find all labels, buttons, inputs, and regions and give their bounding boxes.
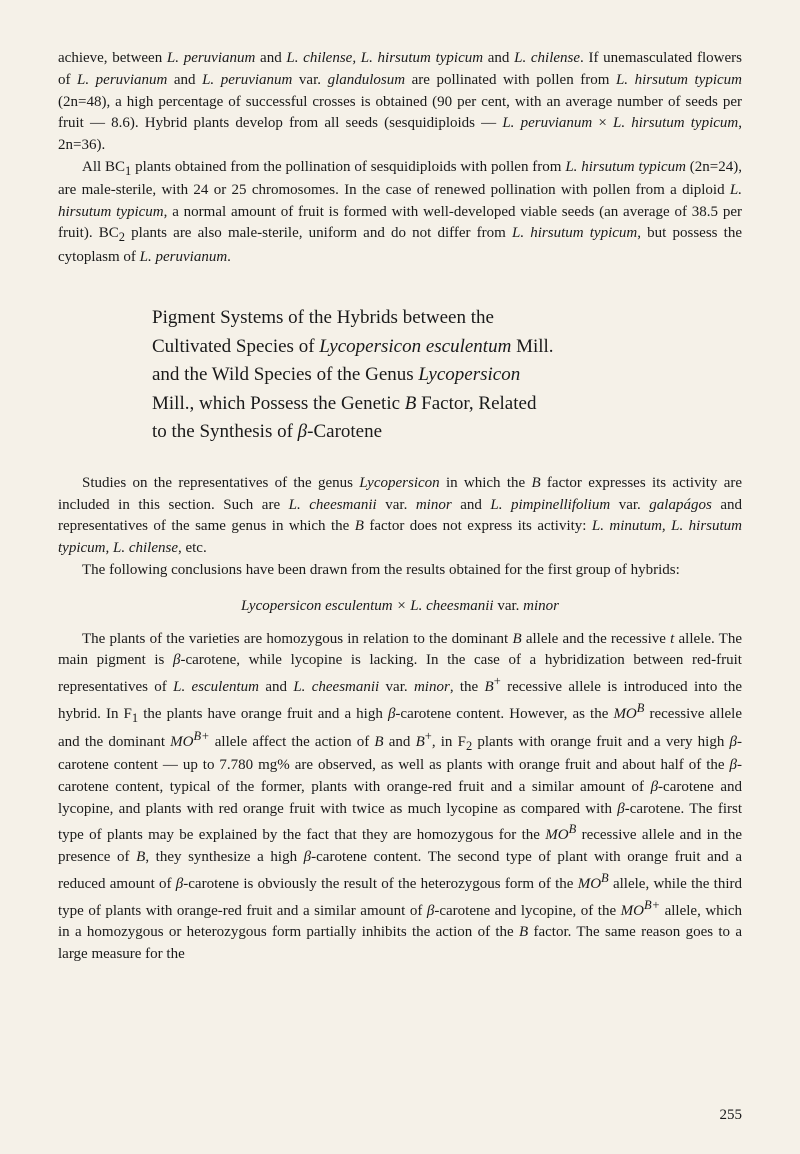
- subheading: Lycopersicon esculentum × L. cheesmanii …: [58, 598, 742, 615]
- paragraph-5: The plants of the varieties are homozygo…: [58, 629, 742, 966]
- paragraph-1: achieve, between L. peruvianum and L. ch…: [58, 48, 742, 157]
- section-heading: Pigment Systems of the Hybrids between t…: [152, 304, 742, 447]
- page-number: 255: [720, 1107, 743, 1124]
- paragraph-4: The following conclusions have been draw…: [58, 560, 742, 582]
- paragraph-2: All BC1 plants obtained from the pollina…: [58, 157, 742, 269]
- paragraph-3: Studies on the representatives of the ge…: [58, 473, 742, 560]
